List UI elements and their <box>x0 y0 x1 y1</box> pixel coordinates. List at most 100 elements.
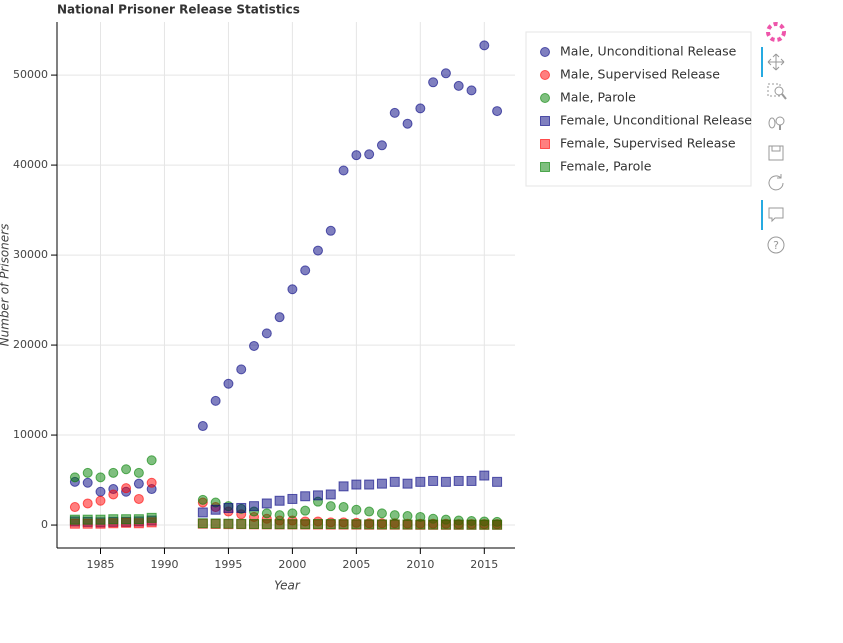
point <box>492 476 503 487</box>
pan-tool[interactable] <box>767 53 785 71</box>
legend-label: Male, Unconditional Release <box>560 44 737 59</box>
point <box>466 475 477 486</box>
point <box>453 519 464 530</box>
point <box>492 519 503 530</box>
point <box>300 491 311 502</box>
point <box>453 80 464 91</box>
point <box>389 476 400 487</box>
wheel-zoom-tool[interactable] <box>768 116 785 130</box>
point <box>274 510 285 521</box>
legend-box <box>525 31 752 187</box>
x-tick-label: 2010 <box>406 558 434 571</box>
point <box>108 489 119 500</box>
point <box>312 490 323 501</box>
point <box>82 477 93 488</box>
bokeh-logo <box>766 22 786 42</box>
point <box>351 150 362 161</box>
save-tool[interactable] <box>768 145 784 161</box>
point <box>325 225 336 236</box>
x-tick-label: 2005 <box>342 558 370 571</box>
reset-tool[interactable] <box>768 174 784 191</box>
point <box>210 518 221 529</box>
point <box>236 364 247 375</box>
point <box>479 519 490 530</box>
point <box>440 519 451 530</box>
point <box>287 284 298 295</box>
point <box>261 508 272 519</box>
legend-swatch <box>540 70 550 80</box>
point <box>338 519 349 530</box>
point <box>428 519 439 530</box>
point <box>146 477 157 488</box>
point <box>338 502 349 513</box>
point <box>300 505 311 516</box>
point <box>402 118 413 129</box>
point <box>197 518 208 529</box>
point <box>261 498 272 509</box>
legend-swatch <box>540 93 550 103</box>
point <box>197 421 208 432</box>
point <box>236 518 247 529</box>
help-tool[interactable]: ? <box>767 236 785 254</box>
point <box>492 106 503 117</box>
legend-swatch <box>540 162 550 172</box>
point <box>351 504 362 515</box>
point <box>325 489 336 500</box>
point <box>415 476 426 487</box>
point <box>223 502 234 513</box>
point <box>440 476 451 487</box>
point <box>389 510 400 521</box>
point <box>325 501 336 512</box>
y-tick-label: 20000 <box>13 338 48 351</box>
y-tick-label: 30000 <box>13 248 48 261</box>
point <box>108 467 119 478</box>
point <box>249 340 260 351</box>
x-tick-label: 1995 <box>214 558 242 571</box>
point <box>69 472 80 483</box>
point <box>376 478 387 489</box>
point <box>351 519 362 530</box>
point <box>364 506 375 517</box>
point <box>389 107 400 118</box>
legend-label: Female, Supervised Release <box>560 136 736 151</box>
point <box>95 514 106 525</box>
point <box>121 464 132 475</box>
point <box>82 498 93 509</box>
point <box>197 494 208 505</box>
point <box>479 40 490 51</box>
point <box>236 502 247 513</box>
point <box>479 470 490 481</box>
chart-title: National Prisoner Release Statistics <box>57 3 300 17</box>
point <box>338 481 349 492</box>
legend-label: Female, Parole <box>560 159 652 174</box>
point <box>364 519 375 530</box>
x-tick-label: 1990 <box>150 558 178 571</box>
point <box>95 472 106 483</box>
point <box>376 508 387 519</box>
x-axis-label: Year <box>274 579 301 593</box>
y-tick-label: 0 <box>41 518 48 531</box>
svg-text:?: ? <box>773 239 779 252</box>
point <box>210 504 221 515</box>
box-zoom-tool[interactable] <box>767 83 787 100</box>
point <box>300 265 311 276</box>
point <box>133 478 144 489</box>
point <box>338 165 349 176</box>
y-tick-label: 10000 <box>13 428 48 441</box>
point <box>133 467 144 478</box>
point <box>249 501 260 512</box>
point <box>261 328 272 339</box>
legend-label: Male, Supervised Release <box>560 67 720 82</box>
point <box>402 511 413 522</box>
point <box>402 519 413 530</box>
point <box>223 518 234 529</box>
legend-swatch <box>540 47 550 57</box>
point <box>325 519 336 530</box>
hover-tool[interactable] <box>768 207 784 223</box>
legend-label: Male, Parole <box>560 90 636 105</box>
y-tick-label: 40000 <box>13 158 48 171</box>
point <box>133 514 144 525</box>
x-tick-label: 2000 <box>278 558 306 571</box>
point <box>428 475 439 486</box>
